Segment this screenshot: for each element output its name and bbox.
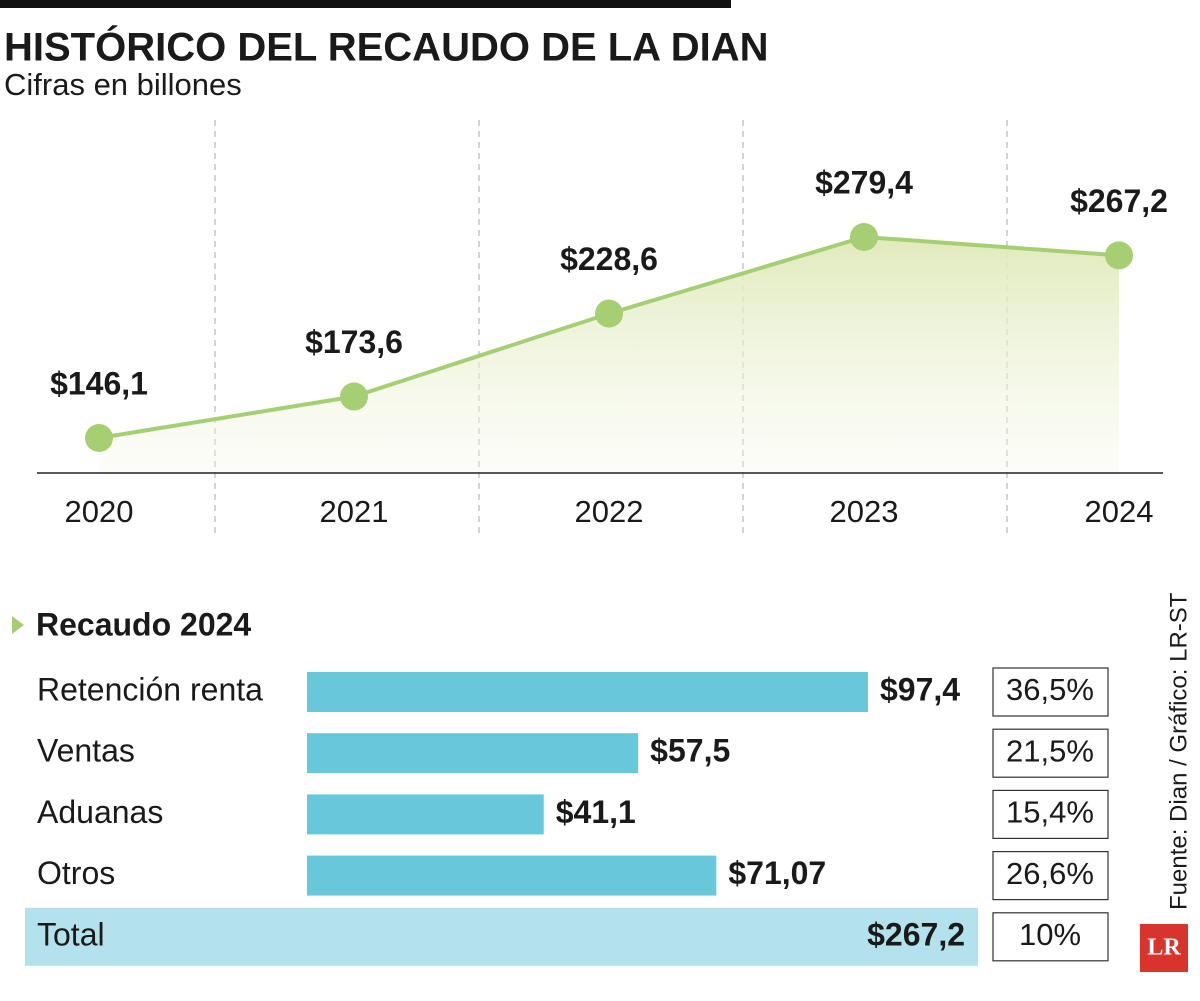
- total-row: [25, 907, 978, 966]
- category-label: Retención renta: [37, 671, 263, 707]
- value-label: $173,6: [305, 324, 403, 360]
- bar: [307, 794, 544, 835]
- point: [850, 223, 878, 251]
- x-tick-label: 2021: [320, 494, 389, 529]
- logo-box: [1140, 924, 1188, 972]
- category-label: Aduanas: [37, 794, 163, 830]
- value-label: $267,2: [1070, 183, 1168, 219]
- value-label: $71,07: [728, 855, 826, 891]
- share-box: [992, 912, 1109, 962]
- area: [99, 237, 1119, 473]
- total-value: $267,2: [867, 916, 965, 952]
- share-box: [992, 667, 1109, 717]
- bar-title: Recaudo 2024: [36, 606, 251, 642]
- value-label: $228,6: [560, 241, 658, 277]
- chart-title: HISTÓRICO DEL RECAUDO DE LA DIAN: [4, 24, 768, 70]
- logo: LR: [1147, 935, 1181, 961]
- bar: [307, 672, 868, 712]
- x-tick-label: 2024: [1085, 494, 1154, 529]
- value-label: $97,4: [880, 671, 960, 707]
- point: [1105, 241, 1133, 270]
- share-label: 26,6%: [1006, 856, 1094, 891]
- value-label: $41,1: [556, 794, 636, 830]
- x-tick-label: 2023: [830, 494, 899, 529]
- x-tick-label: 2020: [65, 494, 134, 529]
- bar: [307, 733, 639, 774]
- point: [85, 424, 113, 452]
- top-rule: [0, 0, 731, 8]
- total-label: Total: [37, 916, 105, 952]
- value-label: $279,4: [815, 164, 913, 200]
- x-tick-label: 2022: [575, 494, 644, 529]
- value-label: $57,5: [650, 733, 730, 769]
- share-label: 21,5%: [1006, 733, 1094, 768]
- share-label: 15,4%: [1006, 795, 1094, 830]
- value-label: $146,1: [50, 365, 148, 401]
- share-box: [992, 789, 1109, 840]
- point: [595, 299, 623, 328]
- category-label: Otros: [37, 855, 115, 891]
- heading-marker: [12, 616, 24, 634]
- chart-subtitle: Cifras en billones: [4, 67, 242, 102]
- share-box: [992, 850, 1109, 901]
- category-label: Ventas: [37, 733, 135, 769]
- share-box: [992, 728, 1109, 778]
- share-label: 10%: [1019, 917, 1081, 952]
- share-label: 36,5%: [1006, 672, 1094, 707]
- bar: [307, 855, 717, 896]
- source: Fuente: Dian / Gráfico: LR-ST: [1165, 592, 1192, 910]
- point: [340, 382, 368, 411]
